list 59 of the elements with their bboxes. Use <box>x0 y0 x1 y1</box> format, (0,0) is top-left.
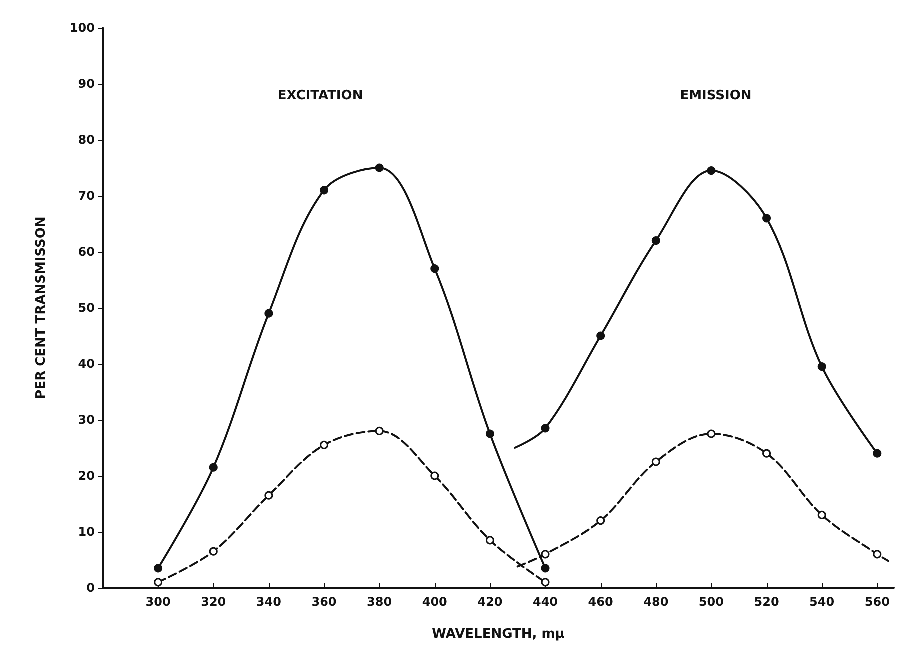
point <box>209 547 218 556</box>
y-tick-label: 90 <box>78 77 95 91</box>
x-tick-label: 340 <box>256 595 282 609</box>
point <box>486 430 494 438</box>
x-tick-label: 560 <box>864 595 890 609</box>
point <box>430 264 440 274</box>
y-tick-label: 40 <box>78 357 95 371</box>
point <box>320 186 329 195</box>
point <box>541 578 550 587</box>
point <box>818 362 826 372</box>
point <box>486 536 494 545</box>
y-tick-label: 60 <box>78 245 95 259</box>
point <box>652 458 660 466</box>
y-tick-label: 10 <box>78 525 95 539</box>
y-tick-label: 0 <box>86 581 95 595</box>
x-tick-label: 320 <box>201 595 226 609</box>
point <box>541 550 550 559</box>
point <box>154 564 163 573</box>
point <box>264 491 274 500</box>
x-tick-label: 420 <box>478 595 503 609</box>
x-tick-label: 500 <box>698 595 724 609</box>
x-tick-label: 380 <box>367 595 392 609</box>
point <box>762 449 772 458</box>
y-tick-label: 80 <box>78 133 95 147</box>
x-tick-label: 520 <box>754 595 780 609</box>
point <box>264 309 274 318</box>
point <box>154 578 163 587</box>
point <box>873 449 882 458</box>
point <box>320 440 329 450</box>
point <box>818 510 826 520</box>
x-tick-label: 540 <box>810 595 835 609</box>
point <box>541 424 550 433</box>
y-tick-label: 30 <box>78 413 95 427</box>
point <box>873 550 882 559</box>
point <box>596 516 606 526</box>
y-tick-label: 70 <box>78 189 95 203</box>
point <box>707 166 716 176</box>
point <box>375 426 384 436</box>
point <box>541 564 550 573</box>
point <box>430 472 440 480</box>
point <box>762 214 772 223</box>
x-tick-label: 460 <box>588 595 614 609</box>
x-axis-title: WAVELENGTH, mμ <box>432 627 566 642</box>
point <box>652 236 660 246</box>
point <box>375 164 384 172</box>
point <box>707 430 716 438</box>
y-tick-label: 20 <box>78 469 95 483</box>
x-tick-label: 400 <box>422 595 448 609</box>
y-tick-label: 100 <box>70 21 95 35</box>
y-axis-title: PER CENT TRANSMISSON <box>34 216 49 400</box>
point <box>596 332 606 340</box>
x-tick-label: 440 <box>532 595 558 609</box>
annotation: EXCITATION <box>278 88 364 104</box>
annotation: EMISSION <box>680 88 752 104</box>
point <box>209 463 218 472</box>
x-tick-label: 360 <box>312 595 337 609</box>
y-tick-label: 50 <box>78 301 95 315</box>
x-tick-label: 480 <box>644 595 669 609</box>
x-tick-label: 300 <box>146 595 171 609</box>
